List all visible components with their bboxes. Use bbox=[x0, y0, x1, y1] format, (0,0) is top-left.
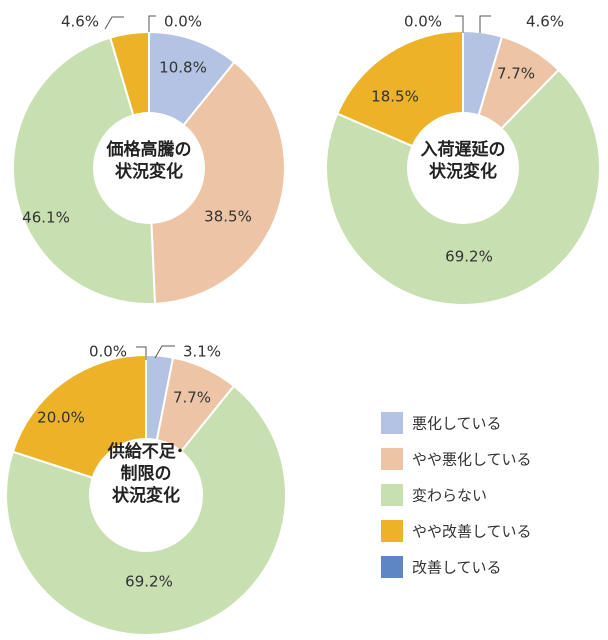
legend-label: 変わらない bbox=[412, 487, 487, 505]
donut-hole bbox=[89, 438, 203, 552]
data-label: 4.6% bbox=[61, 13, 99, 31]
legend-swatch bbox=[381, 520, 403, 542]
leader-line bbox=[148, 15, 156, 32]
donut-hole bbox=[407, 112, 519, 224]
data-label: 18.5% bbox=[371, 88, 419, 106]
data-label: 7.7% bbox=[173, 389, 211, 407]
legend-label: やや悪化している bbox=[412, 451, 532, 469]
leader-line bbox=[479, 15, 491, 33]
legend-item: やや悪化している bbox=[381, 448, 532, 470]
data-label: 20.0% bbox=[37, 409, 85, 427]
legend-item: 変わらない bbox=[381, 484, 487, 506]
data-label: 69.2% bbox=[125, 573, 173, 591]
chart-center-title: 状況変化 bbox=[115, 161, 183, 182]
data-label: 7.7% bbox=[497, 65, 535, 83]
leader-line bbox=[154, 345, 175, 359]
data-label: 0.0% bbox=[89, 343, 127, 361]
legend-label: 改善している bbox=[412, 559, 502, 577]
data-label: 46.1% bbox=[22, 209, 70, 227]
data-label: 69.2% bbox=[445, 248, 493, 266]
data-label: 3.1% bbox=[183, 343, 221, 361]
chart-center-title: 入荷遅延の bbox=[421, 139, 506, 160]
donut-hole bbox=[93, 112, 205, 224]
data-label: 10.8% bbox=[159, 59, 207, 77]
slice-1-3 bbox=[12, 36, 157, 305]
chart-center-title: 状況変化 bbox=[429, 161, 497, 182]
legend-swatch bbox=[381, 556, 403, 578]
data-label: 38.5% bbox=[204, 208, 252, 226]
chart-center-title: 価格高騰の bbox=[106, 139, 192, 160]
slice-1-2 bbox=[147, 60, 286, 305]
legend-swatch bbox=[381, 412, 403, 434]
leader-line bbox=[136, 346, 147, 360]
legend-item: 悪化している bbox=[381, 412, 502, 434]
legend-swatch bbox=[381, 448, 403, 470]
legend-item: やや改善している bbox=[381, 520, 532, 542]
data-label: 4.6% bbox=[526, 13, 564, 31]
chart-center-title: 状況変化 bbox=[112, 485, 180, 506]
data-label: 0.0% bbox=[404, 13, 442, 31]
chart-center-title: 供給不足･ bbox=[107, 441, 185, 462]
leader-line bbox=[104, 16, 124, 30]
legend-label: 悪化している bbox=[412, 415, 502, 433]
legend-label: やや改善している bbox=[412, 523, 532, 541]
legend-item: 改善している bbox=[381, 556, 502, 578]
legend-swatch bbox=[381, 484, 403, 506]
data-label: 0.0% bbox=[164, 13, 202, 31]
chart-center-title: 制限の bbox=[121, 463, 172, 484]
leader-line bbox=[455, 15, 464, 33]
